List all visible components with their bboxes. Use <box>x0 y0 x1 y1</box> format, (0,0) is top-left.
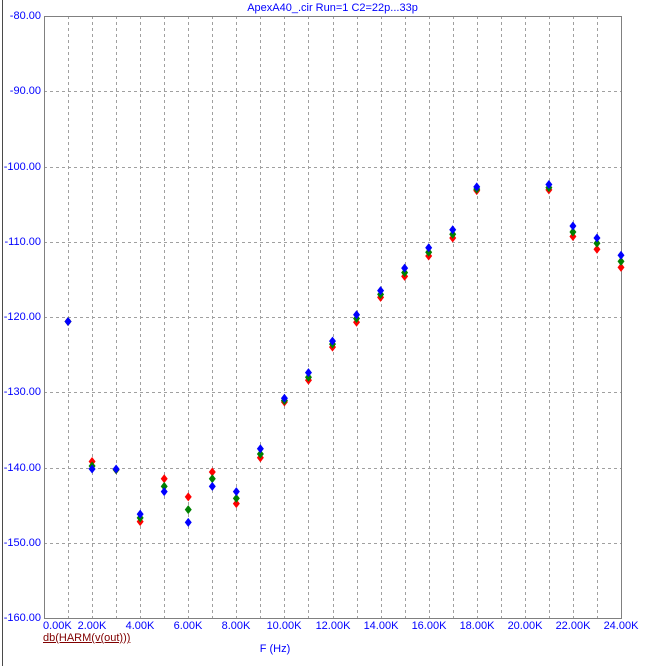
data-point-blue <box>64 317 72 327</box>
x-tick-label: 8.00K <box>221 620 251 632</box>
y-tick-label: -160.00 <box>3 612 41 624</box>
data-point-blue <box>160 487 168 497</box>
x-tick-label: 18.00K <box>459 620 495 632</box>
x-tick-label: 2.00K <box>77 620 107 632</box>
data-point-red <box>208 467 216 477</box>
data-point-green <box>256 449 264 459</box>
data-point-blue <box>112 464 120 474</box>
data-point-blue <box>449 225 457 235</box>
data-point-blue <box>377 286 385 296</box>
x-tick-label: 22.00K <box>555 620 591 632</box>
x-tick-label: 4.00K <box>125 620 155 632</box>
y-tick-label: -150.00 <box>3 537 41 549</box>
data-point-blue <box>593 233 601 243</box>
data-point-blue <box>473 182 481 192</box>
data-point-red <box>184 492 192 502</box>
data-point-blue <box>208 481 216 491</box>
data-point-blue <box>329 336 336 346</box>
data-point-blue <box>545 180 553 190</box>
x-tick-label: 14.00K <box>363 620 399 632</box>
data-point-green <box>232 493 240 503</box>
x-tick-label: 10.00K <box>266 620 302 632</box>
data-point-green <box>569 227 577 237</box>
data-point-blue <box>136 509 144 519</box>
data-point-green <box>449 229 457 239</box>
data-point-red <box>617 262 625 272</box>
x-tick-label: 6.00K <box>173 620 203 632</box>
data-point-red <box>593 244 601 254</box>
chart-title: ApexA40_.cir Run=1 C2=22p...33p <box>247 2 418 14</box>
data-point-blue <box>353 310 361 320</box>
plot-border <box>44 16 622 619</box>
x-tick-label: 16.00K <box>411 620 447 632</box>
x-tick-label: 24.00K <box>603 620 639 632</box>
data-point-green <box>304 372 312 382</box>
data-point-green <box>184 505 192 515</box>
y-tick-label: -80.00 <box>9 10 41 22</box>
data-point-blue <box>232 487 240 497</box>
data-point-green <box>401 268 409 278</box>
y-tick-label: -120.00 <box>3 311 41 323</box>
data-point-blue <box>184 517 192 527</box>
y-tick-label: -90.00 <box>9 85 41 97</box>
data-point-blue <box>617 250 625 260</box>
data-point-red <box>160 474 168 484</box>
data-point-green <box>160 481 168 491</box>
data-point-blue <box>401 263 409 273</box>
data-point-blue <box>88 464 96 474</box>
data-point-red <box>232 499 240 509</box>
y-tick-label: -110.00 <box>4 236 42 248</box>
data-point-green <box>617 256 625 266</box>
x-tick-label: 0.00K <box>43 620 72 632</box>
data-point-green <box>593 238 601 248</box>
data-point-blue <box>425 243 433 253</box>
window-left-edge <box>2 0 3 666</box>
trace-expression-label[interactable]: db(HARM(v(out))) <box>43 632 131 644</box>
data-point-red <box>569 231 577 241</box>
data-point-blue <box>304 368 312 378</box>
x-tick-label: 20.00K <box>507 620 543 632</box>
y-tick-label: -100.00 <box>3 161 41 173</box>
x-tick-label: 12.00K <box>315 620 351 632</box>
data-point-green <box>425 247 433 257</box>
data-point-red <box>88 456 96 466</box>
x-axis-label: F (Hz) <box>259 643 291 655</box>
data-point-blue <box>569 221 577 231</box>
data-point-blue <box>256 444 264 454</box>
y-tick-label: -140.00 <box>3 462 41 474</box>
data-point-green <box>208 474 216 484</box>
y-tick-label: -130.00 <box>3 386 41 398</box>
data-point-blue <box>280 393 288 403</box>
